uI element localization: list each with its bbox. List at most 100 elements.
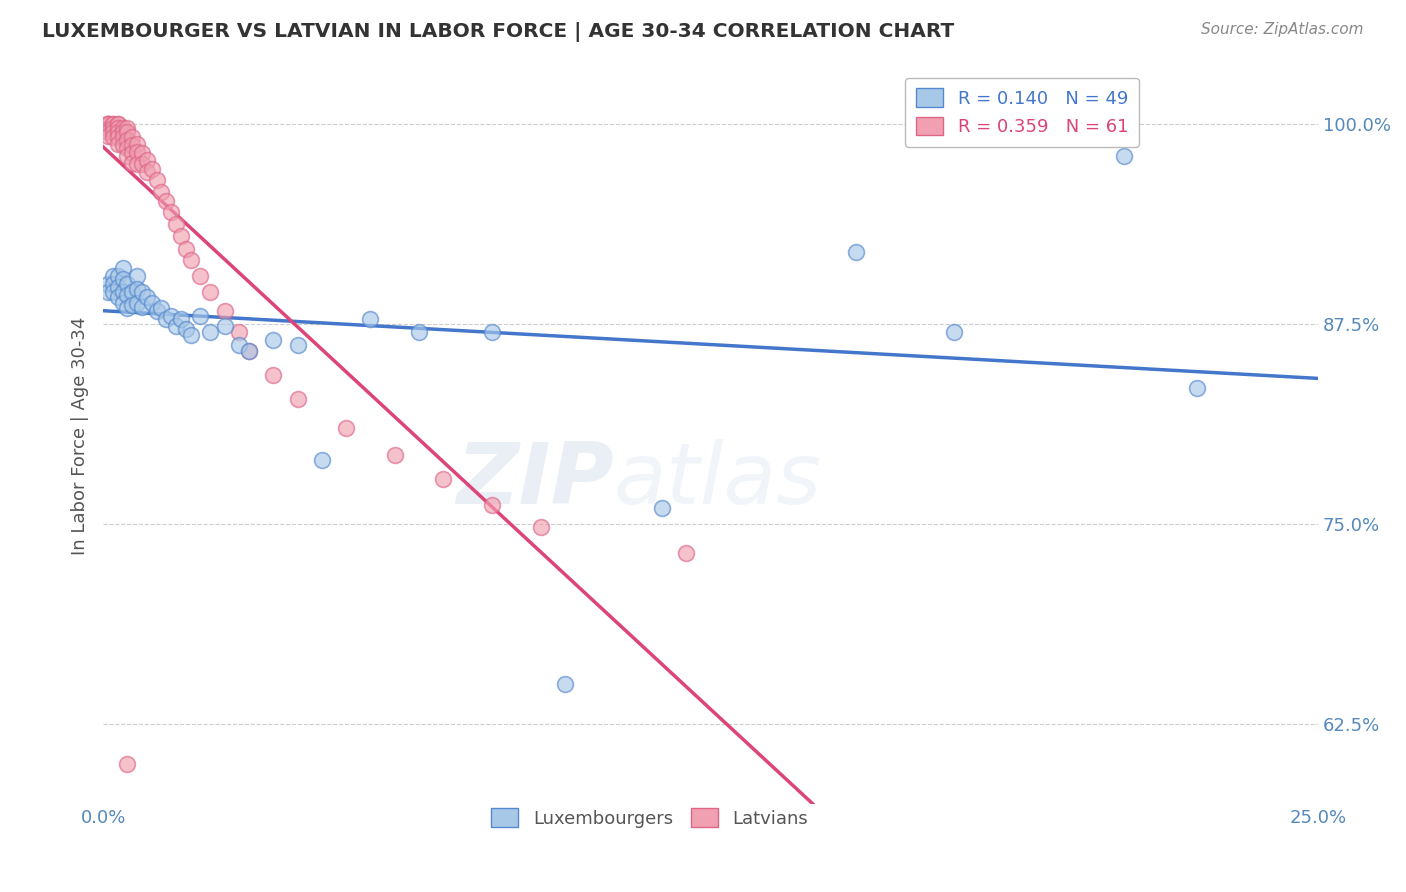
Point <box>107 118 129 132</box>
Point <box>165 318 187 333</box>
Point <box>150 185 173 199</box>
Point <box>97 285 120 300</box>
Point <box>121 156 143 170</box>
Point <box>180 253 202 268</box>
Point <box>1185 381 1208 395</box>
Point <box>174 242 197 256</box>
Point <box>287 392 309 407</box>
Point <box>121 130 143 145</box>
Point <box>188 269 211 284</box>
Point <box>845 245 868 260</box>
Point <box>135 153 157 167</box>
Point <box>529 520 551 534</box>
Text: ZIP: ZIP <box>456 439 613 522</box>
Point <box>238 344 260 359</box>
Point <box>117 301 139 316</box>
Point <box>97 118 120 132</box>
Point <box>117 125 139 139</box>
Point <box>131 157 153 171</box>
Point <box>359 312 381 326</box>
Point <box>111 125 134 139</box>
Point <box>117 277 139 292</box>
Point <box>228 338 250 352</box>
Point <box>101 118 124 132</box>
Point <box>174 322 197 336</box>
Point <box>942 325 965 339</box>
Point <box>408 325 430 339</box>
Point <box>107 290 129 304</box>
Point <box>111 285 134 300</box>
Point <box>117 120 139 135</box>
Point <box>121 146 143 161</box>
Point <box>117 756 139 771</box>
Point <box>107 269 129 284</box>
Text: atlas: atlas <box>613 439 821 522</box>
Point <box>145 173 167 187</box>
Point <box>131 300 153 314</box>
Point <box>97 118 120 132</box>
Point <box>117 133 139 147</box>
Point <box>651 501 673 516</box>
Point <box>150 301 173 316</box>
Point <box>97 122 120 136</box>
Point <box>121 138 143 153</box>
Point <box>1112 149 1135 163</box>
Point <box>111 120 134 135</box>
Point <box>127 157 149 171</box>
Point <box>384 448 406 462</box>
Point <box>101 277 124 292</box>
Point <box>117 141 139 155</box>
Point <box>675 546 697 560</box>
Text: Source: ZipAtlas.com: Source: ZipAtlas.com <box>1201 22 1364 37</box>
Point <box>111 296 134 310</box>
Point <box>121 298 143 312</box>
Point <box>135 290 157 304</box>
Point <box>188 310 211 324</box>
Point <box>127 136 149 151</box>
Point <box>335 421 357 435</box>
Point <box>107 130 129 145</box>
Point <box>101 118 124 132</box>
Point <box>121 285 143 300</box>
Point <box>107 280 129 294</box>
Y-axis label: In Labor Force | Age 30-34: In Labor Force | Age 30-34 <box>72 317 89 556</box>
Point <box>127 296 149 310</box>
Point <box>481 325 503 339</box>
Point <box>131 285 153 300</box>
Point <box>262 368 284 383</box>
Point <box>117 149 139 163</box>
Point <box>170 312 193 326</box>
Point <box>127 282 149 296</box>
Point <box>131 146 153 161</box>
Point <box>228 325 250 339</box>
Point <box>155 194 177 209</box>
Point <box>101 130 124 145</box>
Point <box>97 277 120 292</box>
Point <box>107 118 129 132</box>
Point <box>262 333 284 347</box>
Point <box>554 677 576 691</box>
Point <box>198 325 221 339</box>
Point <box>107 125 129 139</box>
Point <box>481 498 503 512</box>
Point <box>117 288 139 302</box>
Point <box>180 328 202 343</box>
Point <box>287 338 309 352</box>
Point <box>135 165 157 179</box>
Point <box>214 304 236 318</box>
Point <box>170 229 193 244</box>
Point <box>165 217 187 231</box>
Point <box>107 136 129 151</box>
Point <box>97 118 120 132</box>
Legend: Luxembourgers, Latvians: Luxembourgers, Latvians <box>484 801 815 835</box>
Point <box>97 125 120 139</box>
Point <box>238 344 260 359</box>
Point <box>198 285 221 300</box>
Point <box>127 269 149 284</box>
Point <box>97 128 120 143</box>
Point <box>160 205 183 219</box>
Point <box>111 272 134 286</box>
Point <box>432 472 454 486</box>
Point <box>160 310 183 324</box>
Point <box>155 312 177 326</box>
